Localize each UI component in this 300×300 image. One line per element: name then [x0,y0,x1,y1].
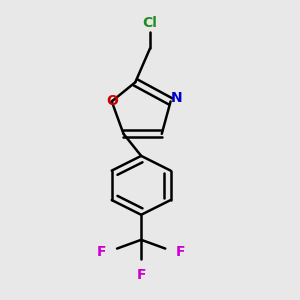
Text: F: F [97,244,106,259]
Text: O: O [106,94,118,108]
Text: F: F [136,268,146,282]
Text: F: F [176,244,186,259]
Text: Cl: Cl [142,16,158,30]
Text: N: N [171,92,182,106]
